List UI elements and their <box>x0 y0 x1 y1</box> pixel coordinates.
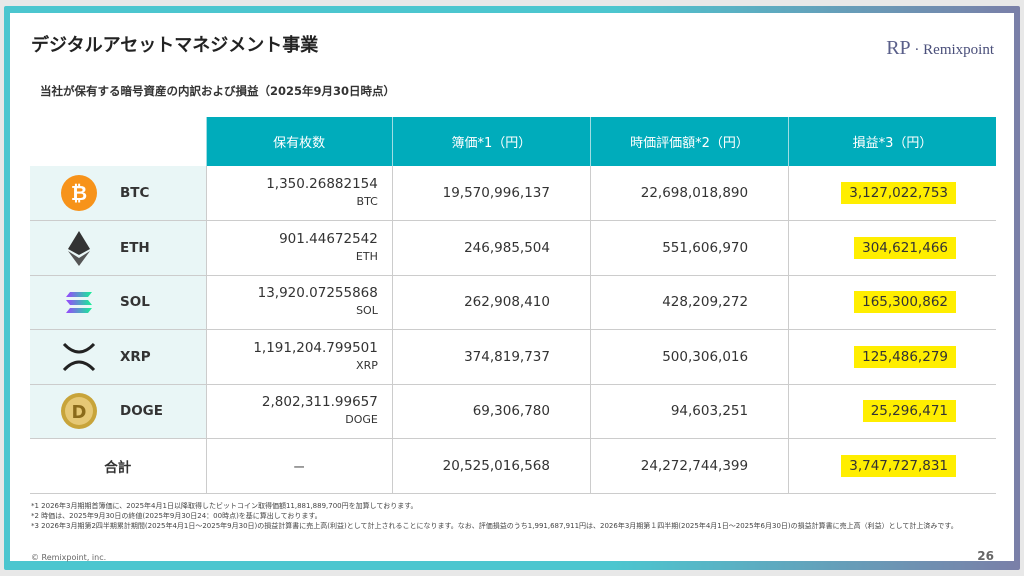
asset-name: XRP <box>120 348 151 365</box>
table-row-btc: ₿ BTC 1,350.26882154 BTC 19,570,996,137 22… <box>30 166 996 221</box>
xrp-icon <box>60 338 98 376</box>
market-value-cell: 94,603,251 <box>589 384 789 439</box>
table-row-xrp: XRP 1,191,204.799501 XRP 374,819,737 500,… <box>30 329 996 385</box>
profit-cell: 304,621,466 <box>788 220 996 276</box>
slide: デジタルアセットマネジメント事業 RP · Remixpoint 当社が保有する… <box>10 13 1014 563</box>
holdings-cell: 1,191,204.799501 XRP <box>205 329 393 385</box>
asset-cell: XRP <box>30 329 206 385</box>
table-row-sol: SOL 13,920.07255868 SOL 262,908,410 428,2… <box>30 275 996 330</box>
holdings-cell: 2,802,311.99657 DOGE <box>205 384 393 439</box>
asset-name: ETH <box>120 239 150 256</box>
book-value-cell: 374,819,737 <box>391 329 591 385</box>
book-value-cell: 262,908,410 <box>391 275 591 330</box>
table-header-row: 保有枚数 簿価*1（円） 時価評価額*2（円） 損益*3（円） <box>30 117 996 166</box>
profit-cell: 25,296,471 <box>788 384 996 439</box>
total-label: 合計 <box>30 438 206 494</box>
footnote: *3 2026年3月期第2四半期累計期間(2025年4月1日～2025年9月30… <box>31 522 958 530</box>
footnotes: *1 2026年3月期期首簿価に、2025年4月1日以降取得したビットコイン取得… <box>31 501 1001 531</box>
footnote: *2 時価は、2025年9月30日の終値(2025年9月30日24：00時点)を… <box>31 512 322 520</box>
holdings-cell: 13,920.07255868 SOL <box>205 275 393 330</box>
column-header: 時価評価額*2（円） <box>589 117 789 166</box>
svg-text:D: D <box>72 402 87 423</box>
page-title: デジタルアセットマネジメント事業 <box>31 35 319 56</box>
svg-text:₿: ₿ <box>71 181 87 205</box>
profit-cell: 165,300,862 <box>788 275 996 330</box>
profit-cell: 3,127,022,753 <box>788 166 996 221</box>
dogecoin-icon: D <box>60 392 98 430</box>
book-value-cell: 19,570,996,137 <box>391 166 591 221</box>
holdings-table: 保有枚数 簿価*1（円） 時価評価額*2（円） 損益*3（円） ₿ BTC 1,3… <box>30 117 996 494</box>
asset-name: DOGE <box>120 403 163 420</box>
asset-cell: ₿ BTC <box>30 166 206 221</box>
company-logo: RP · Remixpoint <box>886 37 994 59</box>
copyright: © Remixpoint, inc. <box>31 553 107 562</box>
ethereum-icon <box>60 229 98 267</box>
market-value-cell: 24,272,744,399 <box>589 438 789 494</box>
profit-cell: 3,747,727,831 <box>788 438 996 494</box>
book-value-cell: 246,985,504 <box>391 220 591 276</box>
profit-cell: 125,486,279 <box>788 329 996 385</box>
market-value-cell: 22,698,018,890 <box>589 166 789 221</box>
market-value-cell: 500,306,016 <box>589 329 789 385</box>
market-value-cell: 428,209,272 <box>589 275 789 330</box>
column-header: 簿価*1（円） <box>391 117 591 166</box>
market-value-cell: 551,606,970 <box>589 220 789 276</box>
asset-cell: ETH <box>30 220 206 276</box>
holdings-cell: 901.44672542 ETH <box>205 220 393 276</box>
holdings-cell: 1,350.26882154 BTC <box>205 166 393 221</box>
page-number: 26 <box>977 549 994 563</box>
holdings-cell: － <box>205 438 393 494</box>
solana-icon <box>60 283 98 321</box>
asset-name: BTC <box>120 185 150 201</box>
asset-cell: SOL <box>30 275 206 330</box>
book-value-cell: 20,525,016,568 <box>391 438 591 494</box>
table-caption: 当社が保有する暗号資産の内訳および損益（2025年9月30日時点） <box>40 84 396 98</box>
table-row-eth: ETH 901.44672542 ETH 246,985,504 551,606,… <box>30 220 996 276</box>
table-row-doge: D DOGE 2,802,311.99657 DOGE 69,306,780 94,… <box>30 384 996 439</box>
book-value-cell: 69,306,780 <box>391 384 591 439</box>
asset-name: SOL <box>120 294 150 311</box>
column-header: 保有枚数 <box>205 117 393 166</box>
column-header: 損益*3（円） <box>788 117 996 166</box>
bitcoin-icon: ₿ <box>60 174 98 212</box>
footnote: *1 2026年3月期期首簿価に、2025年4月1日以降取得したビットコイン取得… <box>31 502 418 510</box>
asset-cell: D DOGE <box>30 384 206 439</box>
table-row-total: 合計 － 20,525,016,568 24,272,744,399 3,747… <box>30 438 996 494</box>
